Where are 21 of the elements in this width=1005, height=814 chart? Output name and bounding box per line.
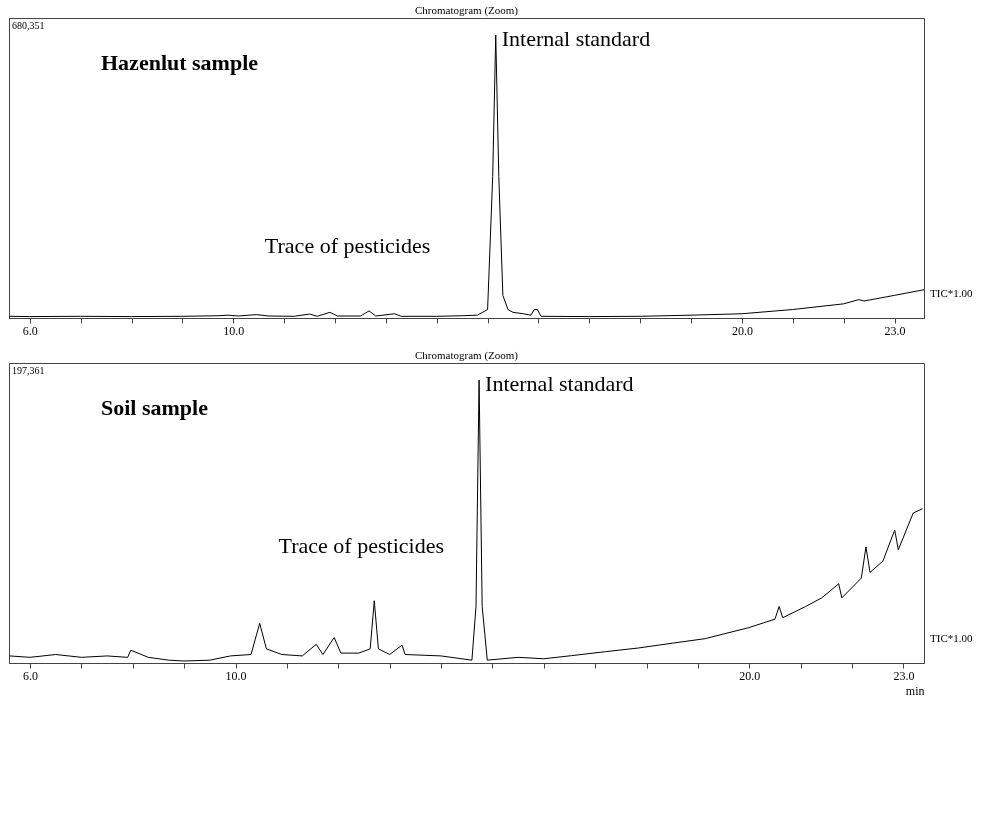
x-tick-label: 10.0 [223,323,245,338]
annotation: Internal standard [485,370,634,396]
annotation: Trace of pesticides [278,533,444,558]
annotation: Trace of pesticides [264,233,431,258]
x-tick-label: 23.0 [884,323,906,338]
x-tick-label: 23.0 [893,668,915,683]
annotation: Soil sample [101,395,209,420]
x-axis-title: min [905,683,925,698]
x-tick-label: 20.0 [739,668,761,683]
x-tick-label: 6.0 [23,668,39,683]
x-tick-label: 6.0 [22,323,38,338]
text: TIC*1.00 [930,287,973,299]
x-tick-label: 20.0 [731,323,753,338]
text: TIC*1.00 [930,632,973,644]
chart-title: Chromatogram (Zoom) [415,4,519,17]
annotation: Internal standard [501,25,651,51]
text: 197,361 [12,365,45,376]
text: 680,351 [12,20,45,31]
chart-title: Chromatogram (Zoom) [415,349,519,362]
x-tick-label: 10.0 [225,668,247,683]
annotation: Hazenlut sample [101,50,259,75]
